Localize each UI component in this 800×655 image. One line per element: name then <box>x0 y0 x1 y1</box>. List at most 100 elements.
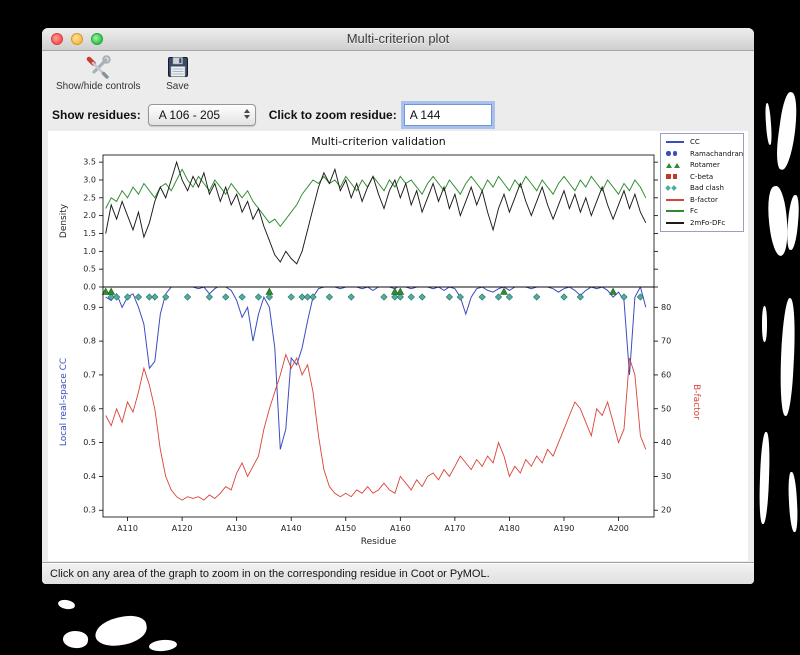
white-artifact <box>148 638 178 653</box>
bad-clash-marker <box>478 293 486 301</box>
residue-range-value: A 106 - 205 <box>158 108 221 122</box>
density-ytick-label: 2.0 <box>83 211 96 220</box>
legend-label: 2mFo-DFc <box>690 218 726 227</box>
cc-axis-label: Local real-space CC <box>59 358 69 446</box>
white-artifact <box>777 297 798 417</box>
popup-arrows-icon <box>243 109 250 119</box>
close-button[interactable] <box>51 33 63 45</box>
show-hide-controls-button[interactable]: Show/hide controls <box>56 54 141 92</box>
save-icon <box>167 57 188 77</box>
window-titlebar[interactable]: Multi-criterion plot <box>42 28 754 51</box>
bad-clash-marker <box>134 293 143 301</box>
plot-figure[interactable]: 0.0 0.5 1.0 1.5 2.0 2.5 3.0 3.5 0.3 0.4 0.5 0.6 0.7 0… <box>48 131 748 561</box>
zoom-window-button[interactable] <box>91 33 103 45</box>
density-ytick-label: 0.0 <box>83 283 96 292</box>
ramachandran-symbol <box>666 151 686 156</box>
cc-ytick-label: 0.5 <box>83 438 96 447</box>
legend-entry-2mfo-dfc: 2mFo-DFc <box>666 218 741 228</box>
zoom-residue-label: Click to zoom residue: <box>268 108 397 122</box>
bfactor-ytick-label: 20 <box>661 506 671 515</box>
multi-criterion-plot[interactable]: 0.0 0.5 1.0 1.5 2.0 2.5 3.0 3.5 0.3 0.4 0.5 0.6 0.7 0… <box>48 131 748 561</box>
white-artifact <box>787 471 799 533</box>
2mfo-dfc-symbol <box>666 221 686 224</box>
bad-clash-marker <box>380 293 388 301</box>
bad-clash-marker <box>494 293 503 301</box>
bad-clash-marker <box>636 293 644 301</box>
legend-label: Ramachandran <box>690 149 744 158</box>
c-beta-symbol <box>666 174 686 179</box>
bad-clash-marker <box>107 293 115 301</box>
rotamer-marker <box>609 287 617 295</box>
bad-clash-marker <box>265 293 274 301</box>
residue-range-select[interactable]: A 106 - 205 <box>147 104 256 126</box>
window-controls <box>51 33 103 45</box>
cc-ytick-label: 0.7 <box>83 370 96 379</box>
series-2mFo-DFc <box>105 160 647 265</box>
white-artifact <box>773 91 800 171</box>
cc-ytick-label: 0.9 <box>83 303 96 312</box>
series-CC <box>105 287 647 450</box>
bad-clash-marker <box>620 293 628 301</box>
xtick-label: A140 <box>281 524 302 533</box>
rotamer-marker <box>500 287 508 295</box>
bad-clash-marker <box>205 293 214 301</box>
density-plot-click-area[interactable] <box>103 155 654 287</box>
xtick-label: A150 <box>335 524 356 533</box>
minimize-button[interactable] <box>71 33 83 45</box>
density-ytick-label: 0.5 <box>83 265 96 274</box>
bad-clash-marker <box>347 293 355 301</box>
bfactor-ytick-label: 70 <box>661 337 671 346</box>
xtick-label: A180 <box>499 524 520 533</box>
outlier-markers <box>101 287 644 301</box>
legend-entry-cc: CC <box>666 137 741 147</box>
window-title: Multi-criterion plot <box>346 31 450 46</box>
bad-clash-marker <box>309 293 317 301</box>
white-artifact <box>62 629 89 650</box>
density-series-group <box>105 160 647 265</box>
bad-clash-marker <box>183 293 192 301</box>
rotamer-marker <box>101 287 110 295</box>
legend-label: Bad clash <box>690 184 724 192</box>
bad-clash-marker <box>533 293 541 301</box>
legend-entry-rotamer: Rotamer <box>666 160 741 170</box>
bad-clash-marker <box>238 293 246 301</box>
density-ytick-label: 1.0 <box>83 247 96 256</box>
bad-clash-marker <box>391 293 399 301</box>
rotamer-marker <box>107 287 116 295</box>
cc-plot-click-area[interactable] <box>103 287 654 517</box>
rotamer-marker <box>265 287 274 295</box>
density-ytick-label: 3.0 <box>83 175 96 184</box>
legend-label: CC <box>690 138 700 146</box>
bad-clash-marker <box>445 293 454 301</box>
xtick-label: A130 <box>226 524 247 533</box>
chart-title: Multi-criterion validation <box>311 135 446 148</box>
legend-entry-fc: Fc <box>666 206 741 216</box>
save-button[interactable]: Save <box>165 54 191 92</box>
tool-label: Show/hide controls <box>56 81 141 92</box>
cc-ytick-label: 0.6 <box>83 404 96 413</box>
cc-series-group <box>105 287 647 501</box>
bad-clash-marker <box>151 293 159 301</box>
legend-entry-c-beta: C-beta <box>666 172 741 182</box>
bad-clash-marker <box>298 293 306 301</box>
bad-clash-marker <box>303 293 312 301</box>
app-window: Multi-criterion plot Show/hide controls <box>42 28 754 584</box>
density-plot-bg <box>103 155 654 287</box>
cc-plot-bg <box>103 287 654 517</box>
bad-clash-marker <box>222 293 230 301</box>
rotamer-symbol <box>666 162 686 168</box>
bfactor-axis-label: B-factor <box>691 384 701 420</box>
zoom-residue-input[interactable] <box>403 104 492 126</box>
white-artifact <box>764 102 773 146</box>
bad-clash-marker <box>325 293 334 301</box>
tools-icon <box>86 55 111 79</box>
legend-label: C-beta <box>690 172 714 181</box>
bfactor-ytick-label: 40 <box>661 438 671 447</box>
bad-clash-marker <box>560 293 568 301</box>
density-ytick-label: 1.5 <box>83 229 96 238</box>
density-ytick-label: 2.5 <box>83 193 96 202</box>
bfactor-ytick-label: 60 <box>661 370 671 379</box>
bad-clash-marker <box>287 293 295 301</box>
density-ytick-label: 3.5 <box>83 158 96 167</box>
bad-clash-marker <box>113 293 121 301</box>
